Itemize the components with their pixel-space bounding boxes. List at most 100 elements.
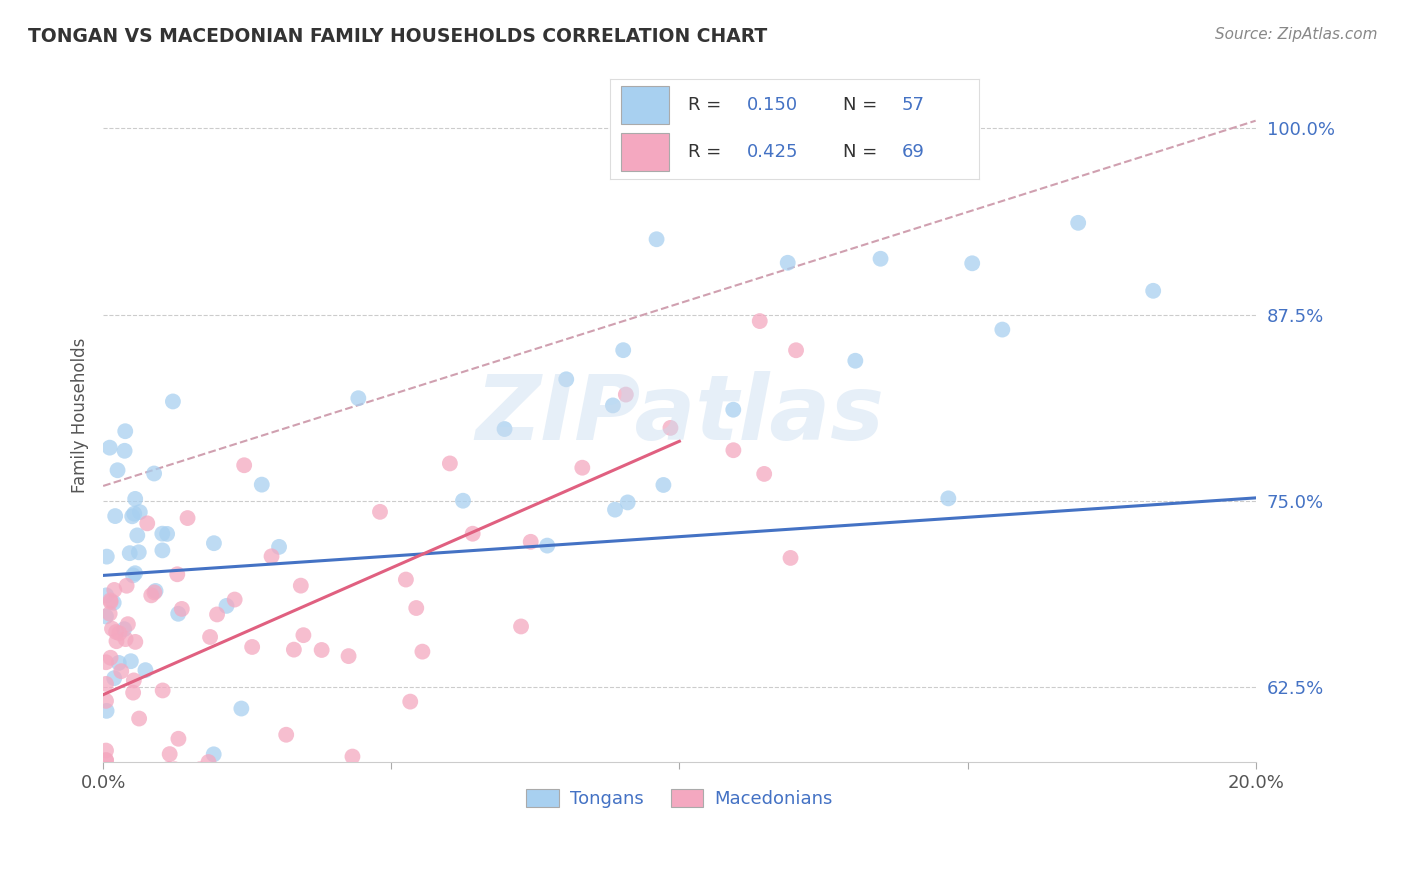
Point	[936, 491, 959, 506]
Point	[94, 753, 117, 767]
Point	[439, 457, 461, 471]
Point	[233, 458, 256, 473]
Point	[510, 619, 533, 633]
Point	[136, 516, 159, 531]
Point	[134, 663, 156, 677]
Point	[754, 467, 776, 481]
Point	[117, 617, 139, 632]
Point	[127, 528, 149, 542]
Point	[240, 640, 263, 654]
Point	[170, 602, 193, 616]
Point	[723, 402, 745, 417]
Point	[779, 550, 801, 565]
Point	[159, 747, 181, 761]
Y-axis label: Family Households: Family Households	[72, 337, 89, 493]
Point	[188, 762, 211, 776]
Point	[202, 747, 225, 762]
Point	[122, 507, 145, 521]
Point	[645, 232, 668, 246]
Point	[98, 607, 121, 621]
Point	[94, 609, 117, 624]
Point	[250, 477, 273, 491]
Point	[150, 543, 173, 558]
Point	[198, 630, 221, 644]
Point	[776, 256, 799, 270]
Point	[115, 579, 138, 593]
Point	[197, 755, 219, 769]
Point	[114, 443, 136, 458]
Point	[94, 677, 117, 691]
Point	[202, 536, 225, 550]
Point	[519, 534, 541, 549]
Point	[166, 567, 188, 582]
Point	[94, 694, 117, 708]
Point	[411, 645, 433, 659]
Point	[97, 762, 120, 776]
Point	[122, 568, 145, 582]
Point	[159, 762, 181, 776]
Point	[748, 314, 770, 328]
Point	[494, 422, 516, 436]
Point	[94, 655, 117, 669]
Point	[103, 582, 125, 597]
Point	[163, 762, 186, 776]
Point	[128, 505, 150, 519]
Point	[156, 527, 179, 541]
Point	[152, 683, 174, 698]
Text: ZIPatlas: ZIPatlas	[475, 371, 884, 459]
Point	[311, 643, 333, 657]
Point	[150, 526, 173, 541]
Point	[652, 478, 675, 492]
Point	[103, 596, 125, 610]
Point	[1142, 284, 1164, 298]
Point	[337, 649, 360, 664]
Point	[461, 526, 484, 541]
Point	[108, 626, 131, 640]
Point	[616, 495, 638, 509]
Point	[103, 671, 125, 685]
Point	[785, 343, 807, 358]
Point	[603, 502, 626, 516]
Point	[342, 749, 364, 764]
Point	[536, 539, 558, 553]
Point	[120, 654, 142, 668]
Point	[118, 546, 141, 560]
Point	[267, 540, 290, 554]
Point	[960, 256, 983, 270]
Point	[143, 467, 166, 481]
Point	[869, 252, 891, 266]
Point	[405, 601, 427, 615]
Point	[347, 391, 370, 405]
Point	[110, 664, 132, 678]
Point	[96, 549, 118, 564]
Point	[105, 634, 128, 648]
Point	[162, 394, 184, 409]
Point	[107, 656, 129, 670]
Point	[723, 443, 745, 458]
Point	[96, 588, 118, 602]
Point	[167, 731, 190, 746]
Point	[292, 628, 315, 642]
Point	[224, 592, 246, 607]
Point	[128, 712, 150, 726]
Point	[107, 463, 129, 477]
Point	[844, 353, 866, 368]
Point	[399, 695, 422, 709]
Point	[100, 595, 122, 609]
Point	[104, 509, 127, 524]
Point	[141, 588, 163, 602]
Point	[96, 704, 118, 718]
Point	[571, 460, 593, 475]
Point	[156, 762, 179, 776]
Point	[114, 632, 136, 646]
Point	[215, 599, 238, 613]
Point	[124, 635, 146, 649]
Text: Source: ZipAtlas.com: Source: ZipAtlas.com	[1215, 27, 1378, 42]
Point	[167, 607, 190, 621]
Point	[145, 583, 167, 598]
Point	[105, 625, 128, 640]
Point	[94, 762, 117, 776]
Point	[368, 505, 391, 519]
Legend: Tongans, Macedonians: Tongans, Macedonians	[519, 781, 839, 815]
Point	[94, 754, 117, 768]
